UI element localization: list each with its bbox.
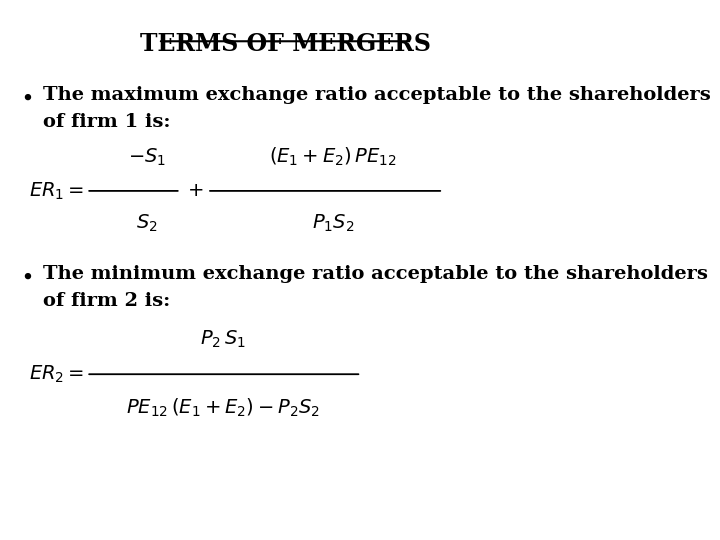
Text: $ER_2 =$: $ER_2 =$ — [30, 363, 85, 385]
Text: of firm 1 is:: of firm 1 is: — [43, 113, 171, 131]
Text: $P_1 S_2$: $P_1 S_2$ — [312, 212, 354, 234]
Text: $S_2$: $S_2$ — [136, 212, 158, 234]
Text: $ER_1=$: $ER_1=$ — [30, 180, 85, 201]
Text: The minimum exchange ratio acceptable to the shareholders: The minimum exchange ratio acceptable to… — [43, 265, 708, 282]
Text: $\bullet$: $\bullet$ — [19, 86, 32, 107]
Text: $- S_1$: $- S_1$ — [127, 147, 166, 168]
Text: $P_2\,S_1$: $P_2\,S_1$ — [200, 329, 246, 350]
Text: $\bullet$: $\bullet$ — [19, 265, 32, 287]
Text: $(E_1 + E_2)\,PE_{12}$: $(E_1 + E_2)\,PE_{12}$ — [269, 146, 397, 168]
Text: $+$: $+$ — [186, 182, 203, 200]
Text: TERMS OF MERGERS: TERMS OF MERGERS — [140, 32, 431, 56]
Text: $PE_{12}\,(E_1 + E_2) - P_2 S_2$: $PE_{12}\,(E_1 + E_2) - P_2 S_2$ — [126, 397, 320, 420]
Text: The maximum exchange ratio acceptable to the shareholders: The maximum exchange ratio acceptable to… — [43, 86, 711, 104]
Text: of firm 2 is:: of firm 2 is: — [43, 293, 171, 310]
